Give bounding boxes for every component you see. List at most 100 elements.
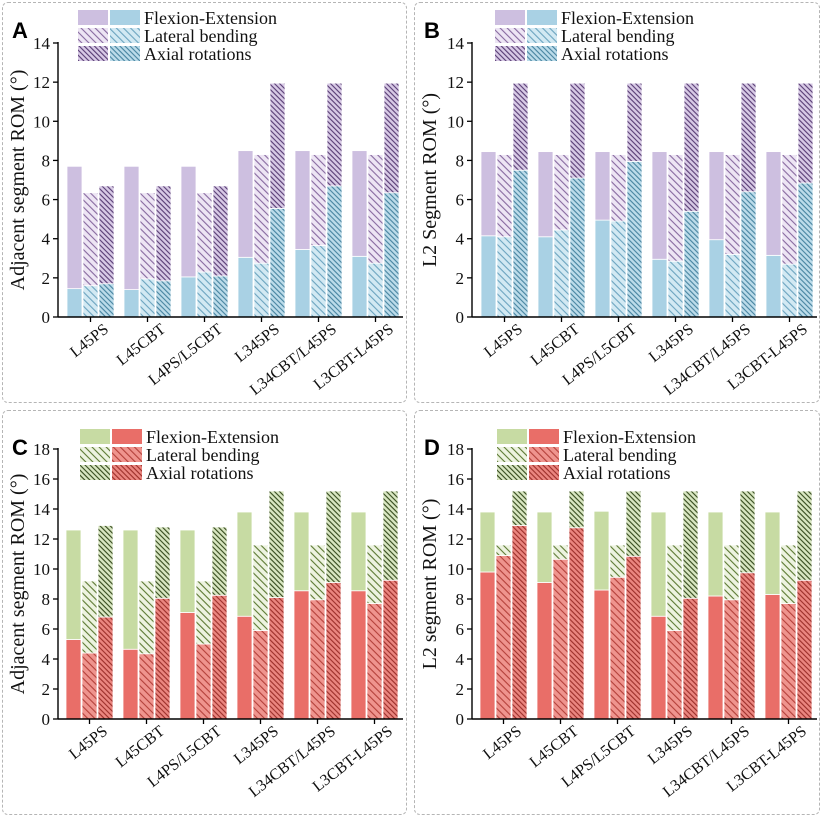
bar-b-l3cbt-l45ps-axial-rotations-lower bbox=[797, 182, 814, 318]
bar-a-l3cbt-l45ps-axial-rotations-upper bbox=[383, 82, 400, 194]
bar-b-l4ps-l5cbt-flexion-extension-upper bbox=[594, 151, 611, 221]
bar-b-l45cbt-lateral-bending-upper bbox=[553, 154, 570, 231]
legend-swatch-a-lateral-bending-lower bbox=[110, 28, 140, 43]
axes-a bbox=[53, 42, 403, 322]
ytick-label-b-0: 0 bbox=[456, 308, 465, 327]
legend-swatch-d-flexion-extension-lower bbox=[529, 429, 559, 444]
bar-d-l45cbt-lateral-bending-lower bbox=[552, 558, 569, 720]
xtick-label-a-l345ps: L345PS bbox=[232, 321, 283, 366]
bar-b-l4ps-l5cbt-axial-rotations-upper bbox=[626, 82, 643, 162]
bar-b-l4ps-l5cbt-lateral-bending-upper bbox=[610, 154, 627, 222]
bar-a-l3cbt-l45ps-axial-rotations-lower bbox=[383, 192, 400, 318]
bar-c-l45ps-flexion-extension-lower bbox=[65, 639, 82, 720]
legend-label-c-lateral-bending: Lateral bending bbox=[146, 445, 259, 465]
legend-swatch-a-axial-rotations-lower bbox=[110, 46, 140, 61]
legend-label-c-axial-rotations: Axial rotations bbox=[146, 463, 253, 483]
bar-d-l34cbt-l45ps-axial-rotations-upper bbox=[739, 490, 756, 574]
bar-d-l3cbt-l45ps-flexion-extension-lower bbox=[764, 594, 781, 720]
legend-swatch-a-lateral-bending-upper bbox=[78, 28, 108, 43]
bar-a-l3cbt-l45ps-lateral-bending-upper bbox=[367, 154, 384, 264]
bar-a-l34cbt-l45ps-flexion-extension-lower bbox=[294, 249, 311, 318]
panel-a: A Flexion-Extension Lateral bending Axial r… bbox=[2, 2, 407, 403]
legend-label-d-axial-rotations: Axial rotations bbox=[563, 463, 670, 483]
ytick-label-a-12: 12 bbox=[33, 73, 50, 92]
bar-d-l34cbt-l45ps-lateral-bending-upper bbox=[723, 544, 740, 601]
ytick-label-b-2: 2 bbox=[456, 269, 465, 288]
y-axis-label-d: L2 segment ROM (°) bbox=[419, 499, 441, 670]
bar-c-l345ps-axial-rotations-lower bbox=[268, 597, 285, 720]
bar-d-l4ps-l5cbt-lateral-bending-upper bbox=[609, 544, 626, 578]
bar-c-l3cbt-l45ps-lateral-bending-upper bbox=[366, 544, 383, 604]
bar-c-l345ps-flexion-extension-upper bbox=[236, 511, 253, 617]
bar-b-l3cbt-l45ps-flexion-extension-lower bbox=[765, 254, 782, 318]
bar-a-l45cbt-flexion-extension-lower bbox=[123, 289, 140, 318]
bar-d-l34cbt-l45ps-flexion-extension-lower bbox=[707, 595, 724, 720]
ytick-label-c-2: 2 bbox=[42, 680, 51, 699]
bar-b-l45cbt-flexion-extension-lower bbox=[537, 236, 554, 318]
bar-c-l4ps-l5cbt-lateral-bending-upper bbox=[195, 580, 212, 645]
bar-b-l34cbt-l45ps-axial-rotations-lower bbox=[740, 191, 757, 318]
bar-c-l345ps-axial-rotations-upper bbox=[268, 490, 285, 598]
ytick-label-a-4: 4 bbox=[42, 230, 51, 249]
ytick-label-c-4: 4 bbox=[42, 650, 51, 669]
ytick-label-d-6: 6 bbox=[456, 620, 465, 639]
legend-label-a-axial-rotations: Axial rotations bbox=[144, 44, 251, 64]
bar-b-l45cbt-axial-rotations-upper bbox=[569, 82, 586, 179]
bar-d-l4ps-l5cbt-axial-rotations-lower bbox=[625, 555, 642, 720]
legend-swatch-a-flexion-extension-lower bbox=[110, 10, 140, 25]
bar-c-l45cbt-lateral-bending-upper bbox=[138, 580, 155, 655]
axes-c bbox=[53, 448, 403, 724]
panel-b: B Flexion-Extension Lateral bending Axial r… bbox=[414, 2, 820, 403]
bar-a-l34cbt-l45ps-axial-rotations-upper bbox=[326, 82, 343, 187]
xtick-label-d-l345ps: L345PS bbox=[645, 723, 696, 768]
bar-a-l4ps-l5cbt-axial-rotations-lower bbox=[212, 275, 229, 318]
bar-a-l45ps-axial-rotations-lower bbox=[98, 283, 115, 318]
panel-label-b: B bbox=[424, 18, 440, 43]
bar-c-l34cbt-l45ps-flexion-extension-upper bbox=[293, 511, 310, 592]
bar-b-l4ps-l5cbt-lateral-bending-lower bbox=[610, 220, 627, 318]
bar-a-l345ps-flexion-extension-lower bbox=[237, 256, 254, 318]
bar-a-l4ps-l5cbt-lateral-bending-upper bbox=[196, 192, 213, 273]
ytick-label-d-16: 16 bbox=[447, 470, 464, 489]
legend-swatch-d-flexion-extension-upper bbox=[497, 429, 527, 444]
legend-swatch-b-flexion-extension-lower bbox=[527, 10, 557, 25]
ytick-label-d-4: 4 bbox=[456, 650, 465, 669]
bar-c-l345ps-lateral-bending-upper bbox=[252, 544, 269, 631]
bar-c-l3cbt-l45ps-flexion-extension-lower bbox=[350, 590, 367, 720]
bar-d-l3cbt-l45ps-lateral-bending-lower bbox=[780, 603, 797, 720]
ytick-label-a-14: 14 bbox=[33, 34, 51, 53]
ytick-label-c-18: 18 bbox=[33, 440, 50, 459]
bar-a-l345ps-axial-rotations-lower bbox=[269, 207, 286, 318]
bars-b bbox=[480, 82, 814, 318]
bar-a-l4ps-l5cbt-axial-rotations-upper bbox=[212, 185, 229, 277]
bar-b-l45cbt-flexion-extension-upper bbox=[537, 151, 554, 238]
y-axis-label-c: Adjacent segment ROM (°) bbox=[7, 474, 29, 695]
bar-a-l45ps-flexion-extension-lower bbox=[66, 288, 83, 318]
legend-swatch-b-axial-rotations-lower bbox=[527, 46, 557, 61]
ytick-label-a-10: 10 bbox=[33, 112, 50, 131]
xtick-label-c-l45ps: L45PS bbox=[66, 723, 111, 763]
bar-b-l45cbt-lateral-bending-lower bbox=[553, 229, 570, 318]
bar-d-l345ps-flexion-extension-lower bbox=[650, 615, 667, 720]
ytick-label-a-8: 8 bbox=[42, 151, 51, 170]
panel-label-a: A bbox=[12, 18, 28, 43]
legend-swatch-a-axial-rotations-upper bbox=[78, 46, 108, 61]
bars-c bbox=[65, 490, 399, 720]
bar-c-l3cbt-l45ps-axial-rotations-lower bbox=[382, 579, 399, 720]
bar-c-l34cbt-l45ps-axial-rotations-lower bbox=[325, 582, 342, 720]
bar-a-l345ps-axial-rotations-upper bbox=[269, 82, 286, 209]
panel-label-c: C bbox=[12, 435, 28, 460]
bar-d-l45cbt-lateral-bending-upper bbox=[552, 544, 569, 560]
xtick-label-c-l345ps: L345PS bbox=[231, 723, 282, 768]
bar-c-l45ps-axial-rotations-upper bbox=[97, 525, 114, 618]
bar-c-l3cbt-l45ps-flexion-extension-upper bbox=[350, 511, 367, 592]
xtick-label-b-l45ps: L45PS bbox=[481, 321, 526, 361]
panel-label-d: D bbox=[424, 435, 440, 460]
axes-d bbox=[467, 448, 817, 724]
bar-c-l45cbt-flexion-extension-upper bbox=[122, 529, 139, 650]
ytick-label-d-10: 10 bbox=[447, 560, 464, 579]
